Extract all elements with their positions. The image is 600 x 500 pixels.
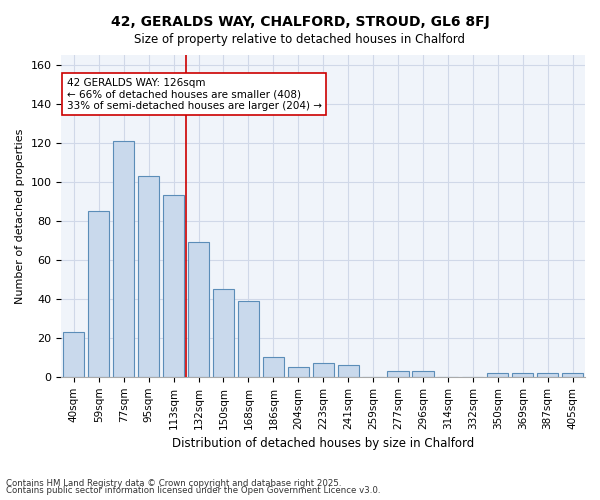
Text: Contains public sector information licensed under the Open Government Licence v3: Contains public sector information licen…	[6, 486, 380, 495]
Text: 42, GERALDS WAY, CHALFORD, STROUD, GL6 8FJ: 42, GERALDS WAY, CHALFORD, STROUD, GL6 8…	[110, 15, 490, 29]
Bar	[113, 141, 134, 377]
Bar	[412, 371, 434, 377]
Bar	[263, 358, 284, 377]
Bar	[537, 373, 558, 377]
Y-axis label: Number of detached properties: Number of detached properties	[15, 128, 25, 304]
Text: Size of property relative to detached houses in Chalford: Size of property relative to detached ho…	[134, 32, 466, 46]
Bar	[163, 196, 184, 377]
Bar	[562, 373, 583, 377]
Bar	[338, 365, 359, 377]
Text: 42 GERALDS WAY: 126sqm
← 66% of detached houses are smaller (408)
33% of semi-de: 42 GERALDS WAY: 126sqm ← 66% of detached…	[67, 78, 322, 110]
Bar	[512, 373, 533, 377]
Bar	[388, 371, 409, 377]
X-axis label: Distribution of detached houses by size in Chalford: Distribution of detached houses by size …	[172, 437, 475, 450]
Bar	[313, 363, 334, 377]
Bar	[487, 373, 508, 377]
Bar	[213, 289, 234, 377]
Bar	[287, 367, 309, 377]
Bar	[88, 211, 109, 377]
Bar	[188, 242, 209, 377]
Bar	[63, 332, 85, 377]
Text: Contains HM Land Registry data © Crown copyright and database right 2025.: Contains HM Land Registry data © Crown c…	[6, 478, 341, 488]
Bar	[138, 176, 159, 377]
Bar	[238, 301, 259, 377]
